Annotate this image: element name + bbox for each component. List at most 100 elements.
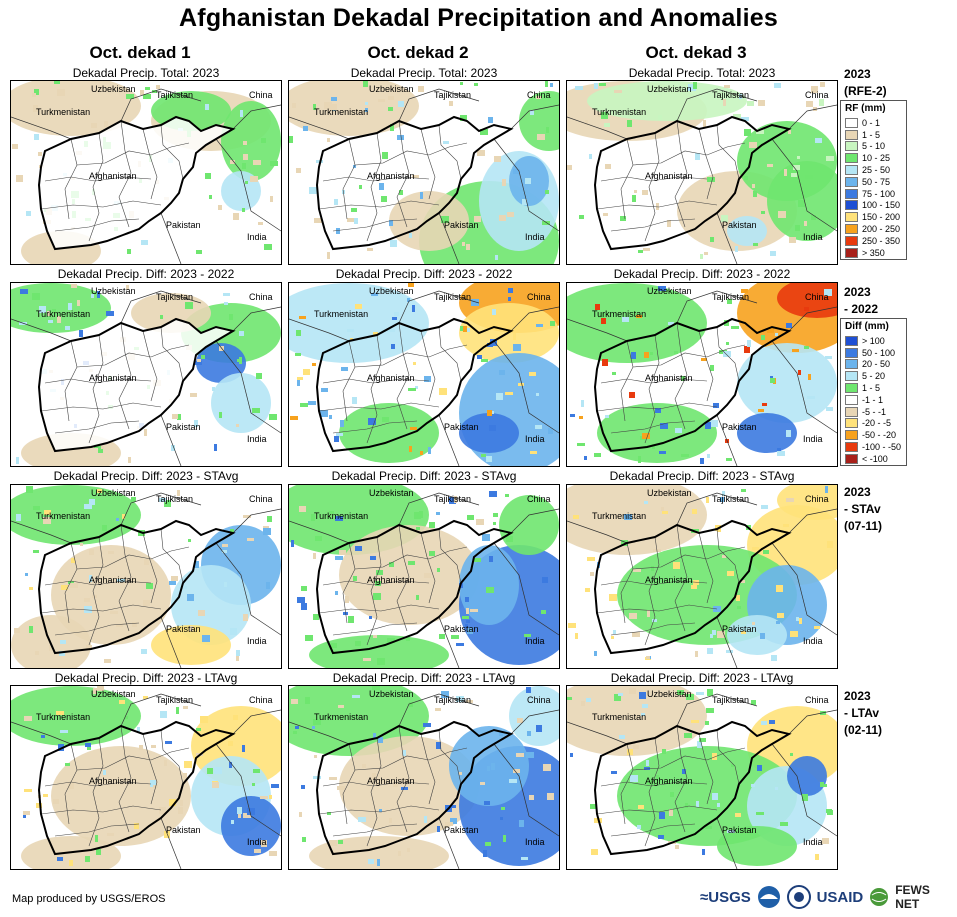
precip-cell — [790, 631, 798, 637]
precip-cell — [269, 414, 277, 420]
country-border — [289, 318, 350, 342]
precip-cell — [250, 176, 258, 182]
precip-field — [196, 343, 246, 383]
precip-cell — [501, 807, 505, 810]
precip-cell — [484, 801, 490, 805]
precip-cell — [650, 352, 653, 355]
precip-cell — [69, 860, 73, 866]
precip-cell — [762, 403, 767, 406]
legend-swatch — [845, 394, 858, 405]
legend-label: -20 - -5 — [862, 418, 892, 429]
precip-cell — [638, 805, 644, 809]
precip-cell — [517, 718, 523, 723]
precip-field — [459, 545, 519, 625]
main-title: Afghanistan Dekadal Precipitation and An… — [179, 4, 778, 32]
precip-cell — [314, 755, 317, 758]
precip-cell — [567, 697, 572, 700]
country-label-pakistan: Pakistan — [722, 422, 757, 432]
precip-cell — [314, 218, 322, 223]
precipitation-map: Uzbekistan Tajikistan China Turkmenistan Afg… — [289, 686, 559, 869]
precip-cell — [299, 812, 302, 817]
precip-cell — [658, 835, 664, 839]
precip-cell — [747, 340, 751, 347]
precip-cell — [230, 628, 237, 635]
country-border — [398, 290, 480, 324]
precip-cell — [624, 514, 632, 520]
precip-cell — [780, 822, 788, 826]
precip-cell — [585, 588, 590, 592]
precip-cell — [467, 515, 474, 520]
afghanistan-border — [593, 720, 792, 856]
legend-swatch — [845, 453, 858, 464]
precip-cell — [477, 150, 485, 156]
country-border — [232, 709, 281, 735]
precip-cell — [409, 446, 412, 452]
province-boundary — [76, 546, 190, 570]
legend-item: -5 - -1 — [841, 406, 906, 418]
precip-cell — [487, 766, 490, 771]
country-border — [215, 138, 281, 232]
precip-cell — [577, 443, 585, 446]
precip-field — [499, 495, 559, 555]
map-credit: Map produced by USGS/EROS — [12, 893, 166, 905]
precip-cell — [633, 745, 639, 749]
country-label-tajikistan: Tajikistan — [712, 90, 749, 100]
precip-cell — [454, 496, 457, 503]
legend-swatch — [845, 141, 858, 152]
country-label-pakistan: Pakistan — [444, 825, 479, 835]
province-boundary — [716, 528, 740, 584]
country-label-india: India — [247, 434, 267, 444]
precip-cell — [242, 745, 245, 752]
precip-cell — [744, 346, 750, 353]
precip-cell — [521, 857, 528, 860]
country-label-uzbekistan: Uzbekistan — [647, 488, 692, 498]
precip-cell — [798, 200, 805, 207]
precip-cell — [605, 415, 609, 418]
precip-cell — [495, 255, 498, 260]
precip-cell — [643, 248, 650, 251]
country-border — [11, 318, 72, 342]
row-label-diff-ltavg: 2023- LTAv (02-11) — [844, 689, 883, 737]
precip-cell — [389, 818, 392, 823]
precip-cell — [786, 498, 794, 502]
precip-cell — [492, 309, 496, 315]
precip-cell — [701, 358, 707, 361]
country-label-tajikistan: Tajikistan — [712, 695, 749, 705]
country-label-afghanistan: Afghanistan — [645, 776, 693, 786]
precip-cell — [712, 630, 716, 635]
precip-cell — [397, 135, 404, 140]
precip-cell — [466, 620, 470, 623]
precip-cell — [629, 392, 635, 398]
precip-field — [717, 826, 797, 866]
precip-cell — [735, 813, 741, 817]
province-boundary — [644, 132, 660, 242]
precip-cell — [271, 784, 279, 788]
legend-swatch — [845, 153, 858, 164]
precip-cell — [644, 767, 650, 770]
precip-cell — [496, 393, 503, 400]
precip-cell — [231, 820, 234, 824]
precip-cell — [811, 215, 816, 220]
province-boundary — [644, 737, 660, 847]
precip-cell — [110, 611, 118, 614]
province-boundary — [600, 378, 708, 384]
country-label-afghanistan: Afghanistan — [645, 373, 693, 383]
precip-cell — [297, 597, 305, 603]
precip-cell — [252, 408, 260, 413]
precip-cell — [296, 330, 301, 336]
province-boundary — [396, 725, 410, 833]
country-label-china: China — [527, 90, 551, 100]
usaid-logo: USAID — [816, 888, 864, 906]
precip-cell — [68, 303, 72, 310]
precip-cell — [84, 606, 92, 613]
province-boundary — [674, 524, 688, 632]
precip-cell — [598, 313, 605, 318]
country-label-tajikistan: Tajikistan — [434, 695, 471, 705]
precip-cell — [460, 115, 467, 121]
precip-cell — [233, 715, 238, 720]
precip-cell — [662, 511, 668, 514]
precip-cell — [159, 807, 166, 814]
country-border — [398, 492, 480, 526]
precip-cell — [116, 518, 119, 521]
